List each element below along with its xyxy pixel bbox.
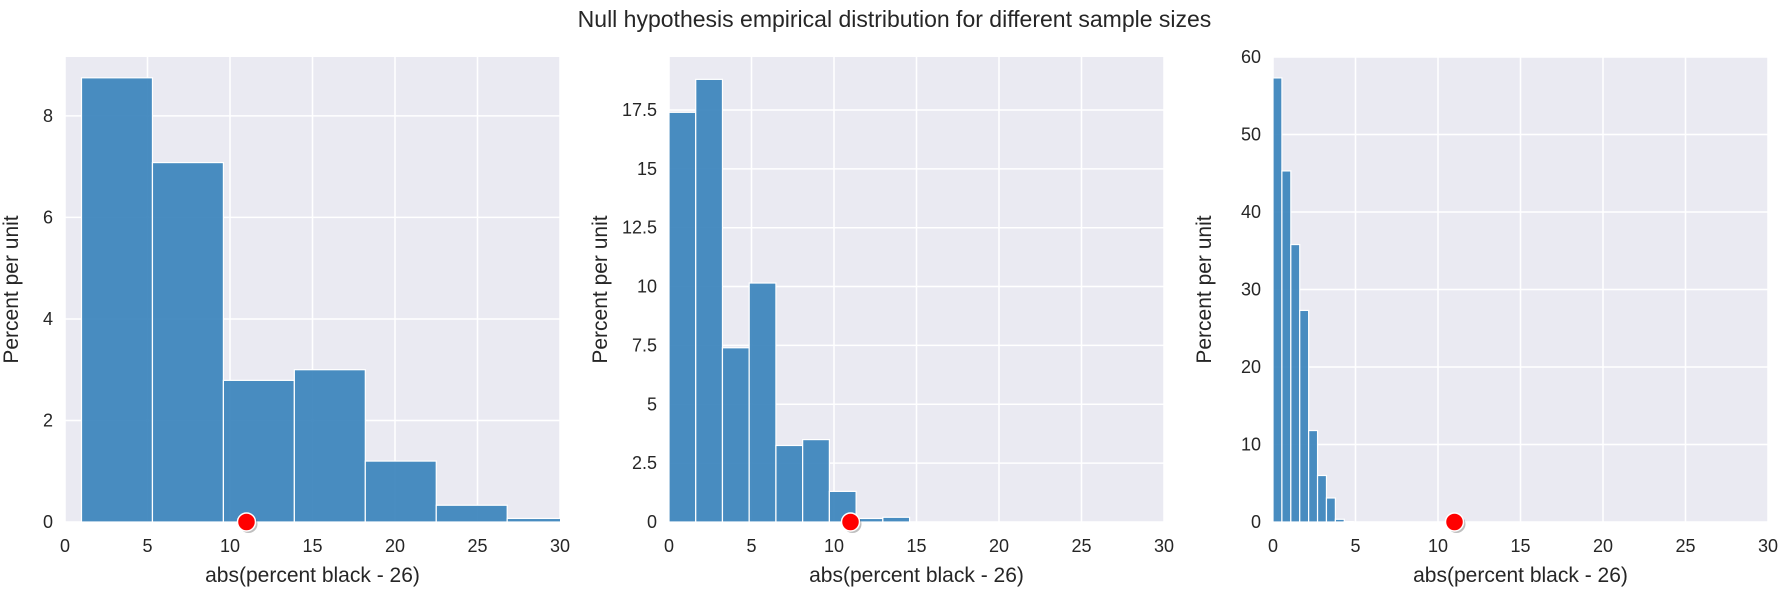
histogram-bar bbox=[1308, 429, 1319, 522]
y-tick-label: 15 bbox=[637, 159, 657, 179]
y-axis-label: Percent per unit bbox=[0, 215, 23, 363]
y-tick-label: 4 bbox=[43, 309, 53, 329]
y-tick-label: 0 bbox=[1251, 512, 1261, 532]
observed-statistic-marker bbox=[1444, 512, 1465, 532]
histogram-bar bbox=[721, 347, 750, 522]
x-tick-label: 20 bbox=[1593, 536, 1613, 556]
y-tick-label: 12.5 bbox=[622, 218, 657, 238]
x-tick-label: 5 bbox=[142, 536, 152, 556]
histogram-bar bbox=[802, 438, 830, 522]
x-tick-label: 25 bbox=[467, 536, 487, 556]
y-tick-label: 5 bbox=[647, 394, 657, 414]
histogram-bar bbox=[293, 369, 366, 522]
histogram-panel-2: 0 5 10 15 20 25 30 0 2.5 5 7.5 10 12.5 15 17.5 abs(perc… bbox=[589, 57, 1174, 587]
y-tick-label: 10 bbox=[637, 277, 657, 297]
y-tick-label: 2 bbox=[43, 410, 53, 430]
y-axis-label: Percent per unit bbox=[1193, 215, 1216, 363]
histogram-bar bbox=[748, 282, 777, 522]
histogram-bar bbox=[364, 460, 437, 522]
y-tick-label: 50 bbox=[1241, 125, 1261, 145]
y-tick-label: 20 bbox=[1241, 357, 1261, 377]
histogram-bar bbox=[1299, 309, 1310, 522]
x-tick-label: 30 bbox=[1154, 536, 1174, 556]
histogram-bar bbox=[222, 379, 295, 522]
x-tick-label: 0 bbox=[60, 536, 70, 556]
y-tick-label: 2.5 bbox=[632, 453, 657, 473]
x-tick-label: 25 bbox=[1071, 536, 1091, 556]
y-tick-label: 0 bbox=[43, 512, 53, 532]
x-tick-label: 10 bbox=[824, 536, 844, 556]
observed-statistic-marker bbox=[840, 512, 861, 532]
observed-statistic-marker bbox=[236, 512, 257, 532]
x-tick-label: 20 bbox=[385, 536, 405, 556]
x-tick-label: 0 bbox=[664, 536, 674, 556]
histogram-panel-3: 0 5 10 15 20 25 30 0 10 20 30 40 50 60 abs(percent bla… bbox=[1193, 47, 1778, 587]
x-axis-label: abs(percent black - 26) bbox=[1413, 564, 1628, 587]
histogram-bar bbox=[80, 77, 154, 522]
x-tick-label: 30 bbox=[550, 536, 570, 556]
y-tick-label: 7.5 bbox=[632, 335, 657, 355]
histogram-bar bbox=[1316, 474, 1328, 522]
x-axis-label: abs(percent black - 26) bbox=[205, 564, 420, 587]
histogram-bar bbox=[669, 111, 697, 522]
x-tick-label: 15 bbox=[906, 536, 926, 556]
histogram-bars bbox=[80, 77, 560, 522]
histogram-bar bbox=[1281, 170, 1292, 522]
y-tick-label: 30 bbox=[1241, 280, 1261, 300]
x-tick-label: 5 bbox=[746, 536, 756, 556]
histogram-bar bbox=[1325, 497, 1336, 522]
x-axis-label: abs(percent black - 26) bbox=[809, 564, 1024, 587]
histogram-bars bbox=[669, 78, 911, 522]
histogram-bar bbox=[775, 444, 804, 522]
y-tick-label: 40 bbox=[1241, 202, 1261, 222]
x-tick-label: 5 bbox=[1350, 536, 1360, 556]
histogram-panel-1: 0 5 10 15 20 25 30 0 2 4 6 8 abs(percent black - 26)… bbox=[0, 57, 570, 587]
y-tick-label: 0 bbox=[647, 512, 657, 532]
x-tick-label: 0 bbox=[1268, 536, 1278, 556]
y-tick-label: 10 bbox=[1241, 435, 1261, 455]
y-tick-label: 6 bbox=[43, 207, 53, 227]
histogram-bar bbox=[1273, 77, 1283, 522]
x-tick-label: 25 bbox=[1675, 536, 1695, 556]
histogram-bar bbox=[151, 161, 224, 522]
y-tick-label: 17.5 bbox=[622, 100, 657, 120]
figure-title: Null hypothesis empirical distribution f… bbox=[577, 6, 1212, 32]
x-tick-label: 10 bbox=[1428, 536, 1448, 556]
y-tick-label: 8 bbox=[43, 106, 53, 126]
histogram-bar bbox=[695, 78, 724, 522]
histogram-bar bbox=[435, 504, 508, 522]
histogram-bar bbox=[1290, 243, 1301, 522]
histogram-bars bbox=[1273, 77, 1354, 522]
x-tick-label: 15 bbox=[302, 536, 322, 556]
x-tick-label: 20 bbox=[989, 536, 1009, 556]
x-tick-label: 10 bbox=[220, 536, 240, 556]
y-tick-label: 60 bbox=[1241, 47, 1261, 67]
y-axis-label: Percent per unit bbox=[589, 215, 612, 363]
histogram-bar bbox=[506, 517, 560, 522]
histogram-bar bbox=[1334, 518, 1345, 522]
x-tick-label: 15 bbox=[1510, 536, 1530, 556]
x-tick-label: 30 bbox=[1758, 536, 1778, 556]
histogram-bar bbox=[882, 516, 911, 522]
